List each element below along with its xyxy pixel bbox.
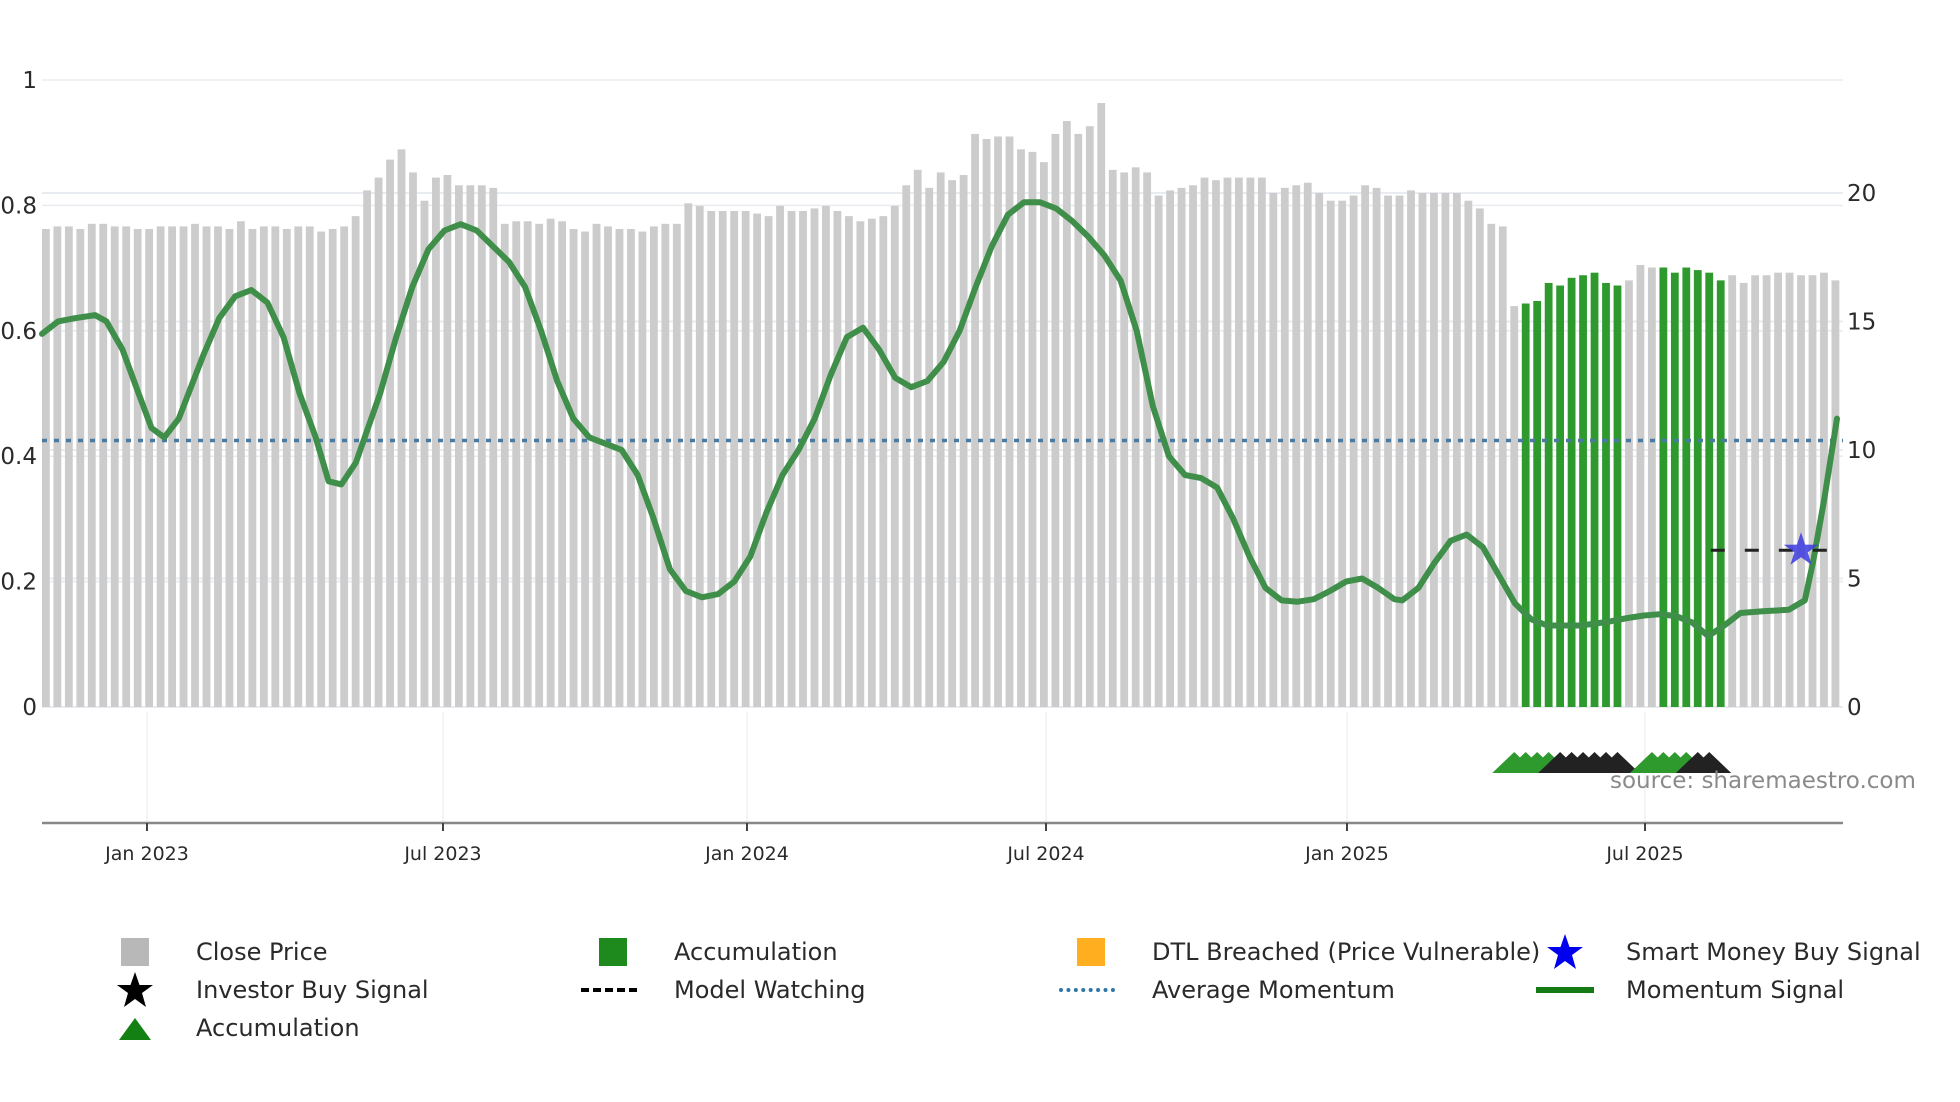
green-triangle-icon bbox=[119, 1018, 151, 1040]
legend: Close Price Accumulation DTL Breached (P… bbox=[0, 915, 1960, 1055]
legend-label: DTL Breached (Price Vulnerable) bbox=[1152, 938, 1541, 966]
svg-text:Jan 2025: Jan 2025 bbox=[1304, 843, 1389, 865]
legend-label: Average Momentum bbox=[1152, 976, 1395, 1004]
svg-text:15: 15 bbox=[1847, 310, 1876, 336]
svg-text:10: 10 bbox=[1847, 438, 1876, 464]
svg-text:0: 0 bbox=[22, 695, 37, 721]
legend-item-average-momentum[interactable]: Average Momentum bbox=[1054, 973, 1395, 1007]
accumulation-swatch-icon bbox=[599, 938, 627, 966]
legend-label: Model Watching bbox=[674, 976, 866, 1004]
blue-star-icon bbox=[1547, 934, 1583, 969]
legend-item-close-price[interactable]: Close Price bbox=[106, 935, 328, 969]
svg-text:0.8: 0.8 bbox=[0, 193, 37, 219]
smart-money-buy-signal-icon bbox=[1783, 532, 1819, 565]
svg-text:0.2: 0.2 bbox=[0, 570, 37, 596]
legend-item-investor-buy[interactable]: Investor Buy Signal bbox=[106, 972, 429, 1007]
close-price-swatch-icon bbox=[121, 938, 149, 966]
legend-label: Smart Money Buy Signal bbox=[1626, 938, 1921, 966]
chart: Jan 2023 Jul 2023 Jan 2024 Jul 2024 Jan 2025… bbox=[0, 68, 1876, 865]
svg-text:Jan 2023: Jan 2023 bbox=[104, 843, 189, 865]
solid-line-icon bbox=[1535, 987, 1594, 993]
black-star-icon bbox=[117, 972, 153, 1007]
legend-item-dtl-breached[interactable]: DTL Breached (Price Vulnerable) bbox=[1062, 935, 1540, 969]
axes: Jan 2023 Jul 2023 Jan 2024 Jul 2024 Jan 2025… bbox=[0, 68, 1876, 865]
legend-label: Investor Buy Signal bbox=[196, 976, 429, 1004]
svg-text:5: 5 bbox=[1847, 567, 1862, 593]
legend-item-smart-money[interactable]: Smart Money Buy Signal bbox=[1536, 934, 1921, 969]
source-label: source: sharemaestro.com bbox=[1610, 768, 1916, 794]
svg-text:0.6: 0.6 bbox=[0, 319, 37, 345]
dashed-line-icon bbox=[581, 988, 637, 992]
legend-label: Momentum Signal bbox=[1626, 976, 1845, 1004]
legend-item-accumulation-triangle[interactable]: Accumulation bbox=[106, 1011, 360, 1045]
svg-text:20: 20 bbox=[1847, 181, 1876, 207]
svg-text:0: 0 bbox=[1847, 695, 1862, 721]
svg-text:Jul 2024: Jul 2024 bbox=[1006, 843, 1084, 865]
momentum-signal-line bbox=[39, 199, 1840, 640]
svg-text:1: 1 bbox=[22, 68, 37, 94]
legend-label: Close Price bbox=[196, 938, 328, 966]
legend-label: Accumulation bbox=[674, 938, 838, 966]
dotted-line-icon bbox=[1059, 988, 1115, 992]
svg-text:Jul 2023: Jul 2023 bbox=[403, 843, 481, 865]
legend-item-model-watching[interactable]: Model Watching bbox=[576, 973, 866, 1007]
legend-item-momentum-signal[interactable]: Momentum Signal bbox=[1535, 973, 1844, 1007]
svg-text:Jul 2025: Jul 2025 bbox=[1605, 843, 1683, 865]
legend-item-accumulation-bar[interactable]: Accumulation bbox=[584, 935, 838, 969]
svg-text:0.4: 0.4 bbox=[0, 444, 37, 470]
dtl-breached-swatch-icon bbox=[1077, 938, 1105, 966]
svg-text:Jan 2024: Jan 2024 bbox=[704, 843, 789, 865]
accumulation-triangle-markers bbox=[1492, 752, 1732, 773]
legend-label: Accumulation bbox=[196, 1014, 360, 1042]
